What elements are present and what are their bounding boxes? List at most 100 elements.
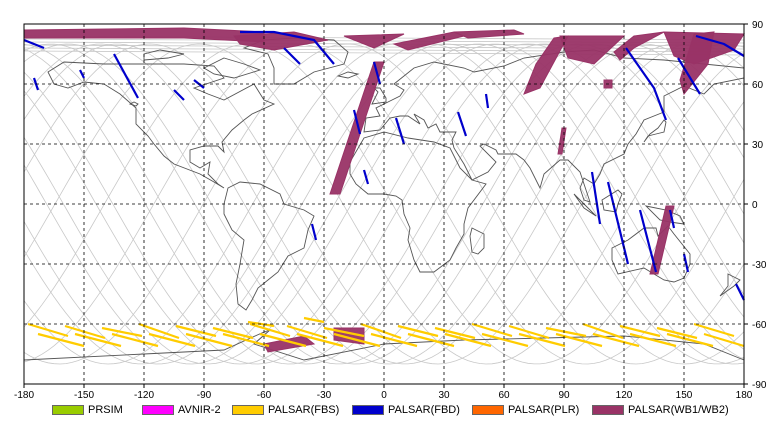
wb-swath	[263, 335, 316, 353]
legend-item: PALSAR(WB1/WB2)	[592, 404, 729, 416]
fbd-swath	[682, 253, 690, 273]
coastline	[469, 227, 485, 255]
fbs-swath	[259, 332, 307, 348]
legend-swatch	[52, 405, 84, 415]
x-tick-label: 90	[558, 390, 570, 401]
fbd-swath	[113, 53, 139, 99]
fbs-swath	[175, 324, 217, 338]
wb-swath	[453, 29, 525, 39]
latitude-tick-labels: 90 60 30 0 -30 -60 -90	[744, 20, 767, 391]
legend-label: PALSAR(FBS)	[268, 404, 340, 416]
legend-label: PRSIM	[88, 404, 123, 416]
wb-swath	[679, 31, 715, 96]
x-tick-label: 30	[438, 390, 450, 401]
fbs-swath	[545, 326, 587, 338]
fbs-swath	[74, 332, 122, 348]
coastline	[643, 119, 667, 143]
legend-item: PALSAR(FBS)	[232, 404, 339, 416]
x-tick-label: 0	[381, 390, 387, 401]
orbit-track	[23, 43, 745, 365]
fbd-swath	[695, 34, 745, 57]
legend-swatch	[232, 405, 264, 415]
fbs-swath	[619, 324, 661, 338]
x-tick-label: 60	[498, 390, 510, 401]
y-tick-label: -30	[752, 260, 767, 271]
wb-swath	[559, 35, 626, 65]
fbd-swath	[283, 47, 301, 65]
legend-swatch	[142, 405, 174, 415]
fbd-swath	[606, 181, 630, 265]
fbs-swath	[37, 332, 85, 348]
orbit-track	[23, 43, 745, 365]
fbd-swath	[677, 57, 701, 95]
legend-swatch	[472, 405, 504, 415]
wb-swath	[329, 61, 385, 195]
x-tick-label: 120	[616, 390, 633, 401]
fbd-swath	[362, 169, 370, 185]
wb-swath	[649, 205, 675, 275]
fbs-swath	[222, 332, 270, 348]
fbs-swath	[582, 322, 624, 340]
coastline	[363, 49, 745, 203]
fbd-swath	[625, 47, 668, 121]
legend: PRSIM AVNIR-2 PALSAR(FBS) PALSAR(FBD) PALSAR…	[0, 400, 770, 422]
x-tick-label: -180	[14, 390, 34, 401]
legend-swatch	[592, 405, 624, 415]
y-tick-label: 90	[752, 20, 764, 31]
fbs-swath	[323, 326, 365, 338]
fbs-swath	[656, 326, 698, 340]
x-tick-label: 180	[736, 390, 753, 401]
legend-item: PRSIM	[52, 404, 123, 416]
x-tick-label: -90	[197, 390, 212, 401]
x-tick-label: -150	[74, 390, 94, 401]
x-tick-label: 150	[676, 390, 693, 401]
x-tick-label: -30	[317, 390, 332, 401]
fbs-swath	[27, 322, 69, 338]
fbs-swath	[296, 332, 344, 348]
fbs-swath	[508, 324, 550, 340]
fbs-swath	[64, 324, 106, 340]
fbs-swath	[303, 316, 325, 324]
fbs-swath	[592, 332, 640, 348]
wb-swath	[233, 31, 329, 51]
fbs-swath	[471, 322, 513, 338]
fbd-swath	[590, 171, 602, 225]
fbs-swath	[148, 332, 196, 348]
fbd-swath	[79, 69, 85, 79]
fbd-swath	[352, 109, 362, 135]
fbs-swath	[518, 332, 566, 348]
fbd-swath	[668, 209, 676, 229]
fbs-swath	[693, 322, 735, 338]
y-tick-label: 60	[752, 80, 764, 91]
coastline	[128, 101, 139, 107]
fbd-swath	[372, 61, 382, 85]
coastline	[573, 193, 597, 217]
fbs-swath	[212, 326, 254, 340]
fbd-swath	[484, 93, 490, 109]
x-tick-label: -60	[257, 390, 272, 401]
legend-label: PALSAR(WB1/WB2)	[628, 404, 729, 416]
legend-item: PALSAR(PLR)	[472, 404, 579, 416]
wb-swath	[343, 33, 405, 49]
x-tick-label: -120	[134, 390, 154, 401]
y-tick-label: -60	[752, 320, 767, 331]
fbs-swath	[111, 332, 159, 348]
fbd-swath	[735, 283, 745, 301]
fbs-swath	[397, 324, 439, 338]
y-tick-label: 0	[752, 200, 758, 211]
fbs-swath	[286, 324, 328, 340]
coastline	[371, 87, 387, 105]
coastline	[719, 273, 741, 297]
graticule	[23, 23, 745, 385]
fbd-swath	[23, 38, 45, 50]
fbs-swath	[185, 332, 233, 348]
legend-label: PALSAR(PLR)	[508, 404, 580, 416]
fbs-swath	[101, 326, 143, 338]
y-tick-label: -90	[752, 380, 767, 391]
fbs-swath	[333, 332, 381, 348]
y-tick-label: 30	[752, 140, 764, 151]
fbd-swath	[173, 89, 185, 101]
fbs-swath	[138, 322, 180, 340]
fbs-swath	[249, 322, 291, 338]
